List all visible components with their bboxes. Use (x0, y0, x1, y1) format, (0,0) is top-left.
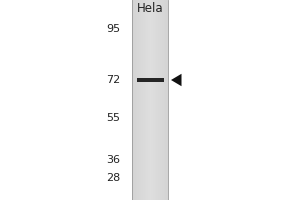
Bar (137, 0, 139, 200)
Bar (157, 0, 158, 200)
Bar (152, 0, 153, 200)
Bar (139, 0, 140, 200)
Bar (167, 0, 168, 200)
Bar (136, 0, 138, 200)
Bar (132, 0, 168, 200)
Bar (143, 0, 144, 200)
Bar (142, 0, 143, 200)
Bar (151, 0, 152, 200)
Bar (159, 0, 160, 200)
Text: 36: 36 (106, 155, 120, 165)
Bar (160, 0, 161, 200)
Bar (153, 0, 154, 200)
Bar (162, 0, 163, 200)
Bar (146, 0, 148, 200)
Bar (155, 0, 157, 200)
Bar (138, 0, 140, 200)
Polygon shape (171, 74, 181, 86)
Bar (136, 78, 164, 82)
Bar (147, 0, 148, 200)
Bar (166, 0, 167, 200)
Bar (148, 0, 149, 200)
Bar (140, 0, 141, 200)
Text: 72: 72 (106, 75, 120, 85)
Bar (132, 0, 133, 200)
Bar (150, 0, 151, 200)
Bar (156, 0, 158, 200)
Bar (163, 0, 164, 200)
Bar (141, 0, 142, 200)
Bar (144, 0, 145, 200)
Bar (154, 0, 156, 200)
Text: Hela: Hela (137, 2, 163, 15)
Bar (164, 0, 165, 200)
Bar (133, 0, 134, 200)
Text: 28: 28 (106, 173, 120, 183)
Bar (136, 0, 137, 200)
Text: 95: 95 (106, 24, 120, 34)
Bar (164, 0, 166, 200)
Bar (134, 0, 135, 200)
Bar (154, 0, 155, 200)
Text: 55: 55 (106, 113, 120, 123)
Bar (135, 0, 136, 200)
Bar (149, 0, 150, 200)
Bar (146, 0, 147, 200)
Bar (161, 0, 162, 200)
Bar (158, 0, 159, 200)
Bar (145, 0, 146, 200)
Bar (165, 0, 166, 200)
